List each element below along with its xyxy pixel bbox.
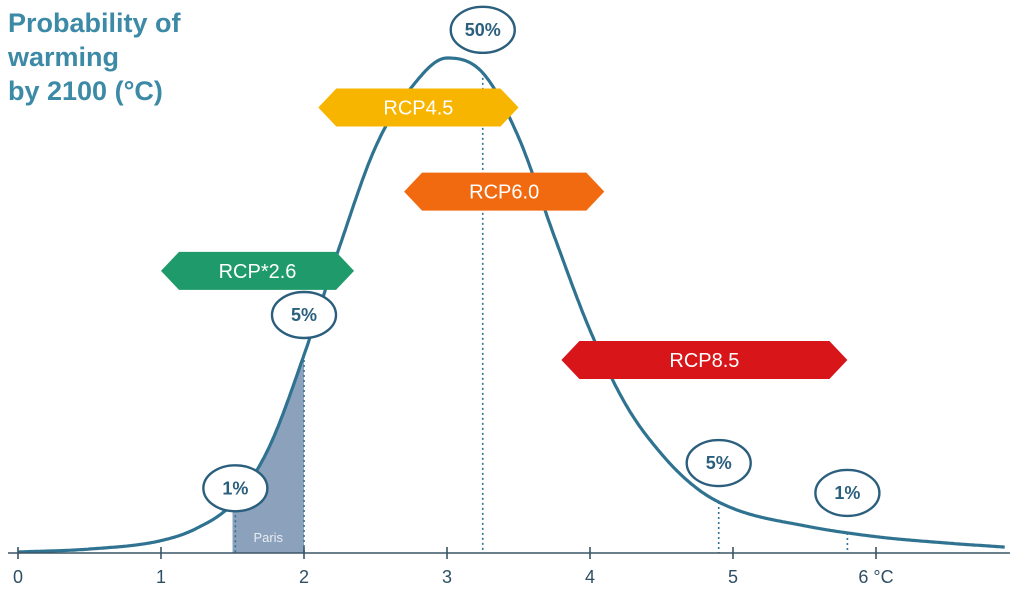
scenario-tag-2	[404, 172, 605, 211]
percentile-label-1: 5%	[291, 305, 317, 325]
percentile-circle-2	[449, 5, 516, 55]
x-tick-label-1: 1	[156, 567, 166, 587]
x-tick-label-4: 4	[585, 567, 595, 587]
scenario-label-3: RCP8.5	[669, 350, 739, 372]
x-tick-label-2: 2	[299, 567, 309, 587]
x-tick-label-0: 0	[13, 567, 23, 587]
x-tick-label-6: 6 °C	[858, 567, 893, 587]
x-tick-label-5: 5	[728, 567, 738, 587]
chart-title-line-2: warming	[8, 42, 120, 72]
percentile-label-0: 1%	[222, 478, 248, 498]
scenario-label-0: RCP*2.6	[219, 261, 297, 283]
scenario-tag-3	[561, 340, 848, 379]
chart-title: Probability of warming by 2100 (°C)	[8, 6, 181, 108]
x-tick-label-3: 3	[442, 567, 452, 587]
scenario-label-2: RCP6.0	[469, 182, 539, 204]
percentile-label-4: 1%	[834, 483, 860, 503]
percentile-circle-0	[202, 464, 269, 513]
percentile-label-2: 50%	[465, 20, 501, 40]
probability-curve	[17, 56, 1005, 554]
percentile-circle-1	[270, 290, 338, 340]
scenario-tag-0	[161, 251, 355, 290]
scenario-label-1: RCP4.5	[383, 98, 453, 120]
scenario-tag-1	[318, 88, 519, 127]
percentile-circle-3	[685, 438, 752, 488]
chart-title-line-3: by 2100 (°C)	[8, 76, 163, 106]
paris-label: Paris	[253, 530, 283, 545]
chart-title-line-1: Probability of	[8, 8, 181, 38]
percentile-label-3: 5%	[706, 453, 732, 473]
percentile-circle-4	[814, 468, 881, 518]
